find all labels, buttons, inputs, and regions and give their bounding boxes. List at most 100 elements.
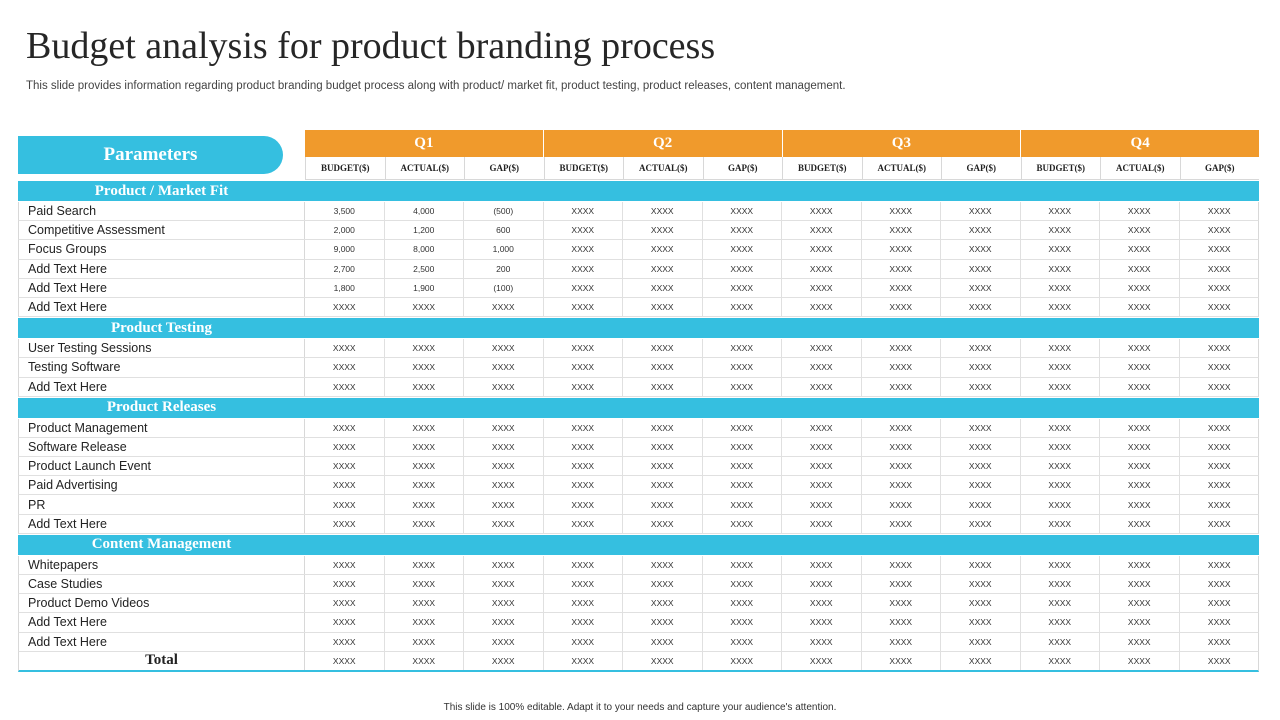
table-cell: XXXX xyxy=(544,297,623,317)
budget-table: Product / Market Fit Paid Search 3,500 4,00… xyxy=(18,180,1259,672)
row-label: Software Release xyxy=(19,437,305,457)
table-cell: XXXX xyxy=(1021,457,1100,476)
table-cell: XXXX xyxy=(544,476,623,495)
table-cell: XXXX xyxy=(544,202,623,221)
table-cell: XXXX xyxy=(941,377,1021,396)
table-row: Paid Search 3,500 4,000 (500) XXXX XXXX XXXX XX… xyxy=(18,202,1259,222)
table-cell: XXXX xyxy=(544,613,623,632)
table-cell: XXXX xyxy=(941,651,1021,670)
table-cell: XXXX xyxy=(941,495,1021,514)
table-cell: XXXX xyxy=(623,555,703,574)
table-cell: XXXX xyxy=(1021,358,1100,377)
table-cell: XXXX xyxy=(1100,457,1180,476)
table-row: Add Text Here 2,700 2,500 200 XXXX XXXX XXXX XX… xyxy=(18,259,1259,279)
table-cell: XXXX xyxy=(941,278,1021,297)
table-cell: XXXX xyxy=(1100,495,1180,514)
section-header-row: Content Management xyxy=(18,534,1259,555)
column-subheader: GAP($) xyxy=(464,157,544,179)
table-cell: XXXX xyxy=(782,457,862,476)
table-cell: XXXX xyxy=(782,240,862,259)
table-cell: XXXX xyxy=(385,613,464,632)
table-cell: 1,000 xyxy=(464,240,544,259)
table-cell: XXXX xyxy=(385,437,464,457)
column-subheader: BUDGET($) xyxy=(305,157,385,179)
table-cell: 600 xyxy=(464,221,544,240)
table-cell: XXXX xyxy=(623,632,703,651)
table-cell: XXXX xyxy=(782,377,862,396)
table-cell: XXXX xyxy=(544,651,623,670)
row-label: Focus Groups xyxy=(19,240,305,259)
table-cell: XXXX xyxy=(782,202,862,221)
table-cell: XXXX xyxy=(385,632,464,651)
table-cell: XXXX xyxy=(941,202,1021,221)
quarter-header-q4: Q4 xyxy=(1020,130,1259,157)
table-cell: XXXX xyxy=(544,339,623,358)
table-cell: XXXX xyxy=(464,632,544,651)
column-subheader: GAP($) xyxy=(1179,157,1260,179)
table-cell: XXXX xyxy=(1207,617,1231,628)
table-cell: XXXX xyxy=(1207,480,1231,491)
row-label: Add Text Here xyxy=(19,514,305,533)
column-subheader: ACTUAL($) xyxy=(861,157,942,179)
table-row: Add Text Here XXXX XXXX XXXX XXXX XXXX XXXX XXX… xyxy=(18,377,1259,397)
table-cell: XXXX xyxy=(1100,594,1180,613)
section-header-row: Product Releases xyxy=(18,397,1259,418)
column-subheader: ACTUAL($) xyxy=(384,157,465,179)
table-cell: XXXX xyxy=(305,418,385,437)
table-cell: XXXX xyxy=(703,202,782,221)
column-subheader: BUDGET($) xyxy=(782,157,862,179)
table-cell: XXXX xyxy=(544,495,623,514)
table-row: Focus Groups 9,000 8,000 1,000 XXXX XXXX XXXX X… xyxy=(18,240,1259,260)
table-cell: XXXX xyxy=(703,651,782,670)
table-cell: XXXX xyxy=(623,651,703,670)
table-cell: XXXX xyxy=(1021,259,1100,278)
table-cell: XXXX xyxy=(1207,343,1231,354)
table-cell: XXXX xyxy=(862,339,941,358)
table-cell: XXXX xyxy=(1100,278,1180,297)
table-cell: XXXX xyxy=(862,632,941,651)
table-cell: XXXX xyxy=(862,613,941,632)
table-cell: XXXX xyxy=(1100,240,1180,259)
table-cell: XXXX xyxy=(1207,206,1231,217)
table-cell: XXXX xyxy=(703,514,782,533)
table-cell: XXXX xyxy=(703,495,782,514)
table-row: Add Text Here XXXX XXXX XXXX XXXX XXXX XXXX XXX… xyxy=(18,297,1259,318)
table-cell: XXXX xyxy=(623,575,703,594)
table-cell: XXXX xyxy=(782,495,862,514)
table-cell: XXXX xyxy=(862,514,941,533)
table-cell: XXXX xyxy=(385,358,464,377)
table-cell: XXXX xyxy=(385,418,464,437)
table-cell: XXXX xyxy=(305,339,385,358)
table-cell: XXXX xyxy=(1207,244,1231,255)
table-cell: 2,500 xyxy=(385,259,464,278)
table-cell: XXXX xyxy=(623,377,703,396)
table-cell: XXXX xyxy=(1207,636,1231,647)
table-row: Competitive Assessment 2,000 1,200 600 XXXX X… xyxy=(18,221,1259,241)
row-label: Whitepapers xyxy=(19,555,305,574)
table-cell: XXXX xyxy=(305,514,385,533)
table-row: Case Studies XXXX XXXX XXXX XXXX XXXX XXXX XXXX… xyxy=(18,575,1259,595)
table-cell: XXXX xyxy=(305,594,385,613)
table-cell: XXXX xyxy=(385,594,464,613)
table-row: Paid Advertising XXXX XXXX XXXX XXXX XXXX XXXX… xyxy=(18,476,1259,496)
table-cell: XXXX xyxy=(623,514,703,533)
table-cell: XXXX xyxy=(1100,514,1180,533)
table-cell: XXXX xyxy=(623,240,703,259)
table-cell: XXXX xyxy=(464,575,544,594)
table-row: Add Text Here XXXX XXXX XXXX XXXX XXXX XXXX XXX… xyxy=(18,613,1259,633)
table-cell: XXXX xyxy=(782,221,862,240)
table-cell: XXXX xyxy=(623,495,703,514)
table-cell: XXXX xyxy=(1207,422,1231,433)
page-title: Budget analysis for product branding pro… xyxy=(26,25,716,67)
row-label: Testing Software xyxy=(19,358,305,377)
table-cell: XXXX xyxy=(862,240,941,259)
table-cell: XXXX xyxy=(862,377,941,396)
total-label: Total xyxy=(19,651,305,670)
row-label: Product Launch Event xyxy=(19,457,305,476)
table-cell: XXXX xyxy=(782,358,862,377)
table-cell: XXXX xyxy=(941,457,1021,476)
column-subheader-row: BUDGET($) ACTUAL($) GAP($) BUDGET($) ACTUAL(… xyxy=(305,157,1259,180)
table-cell: XXXX xyxy=(941,555,1021,574)
table-cell: XXXX xyxy=(862,651,941,670)
table-cell: XXXX xyxy=(1207,655,1231,666)
